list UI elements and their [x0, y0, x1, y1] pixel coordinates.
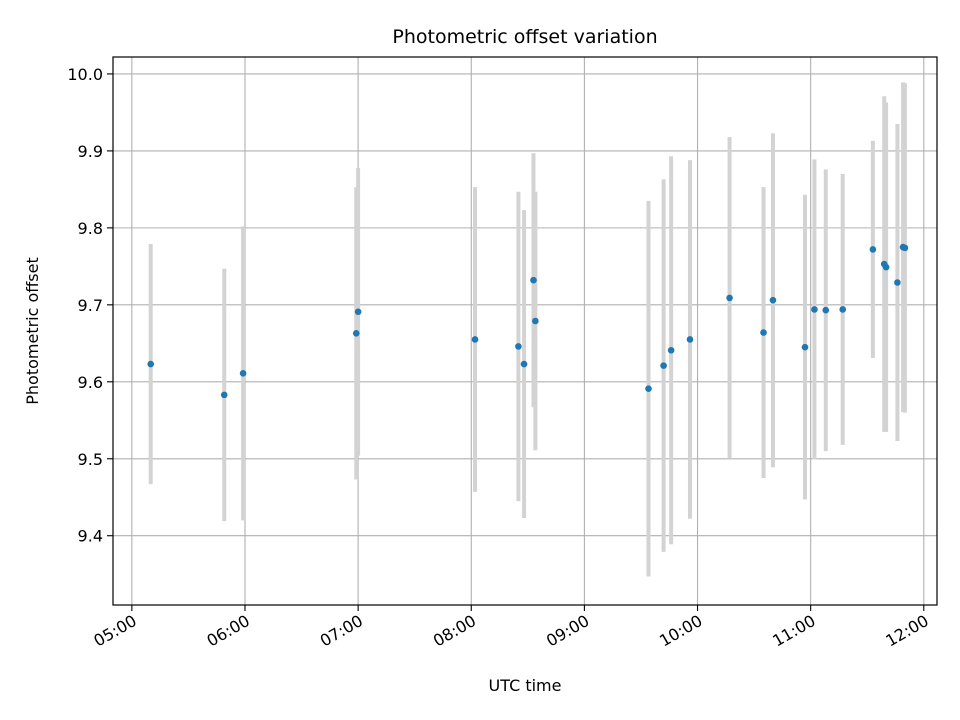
- data-point: [882, 263, 890, 271]
- chart-title: Photometric offset variation: [392, 26, 657, 48]
- y-axis-ticks: 9.4 9.5 9.6 9.7 9.8 9.9 10.0: [67, 65, 113, 546]
- data-point: [147, 360, 155, 368]
- data-point: [645, 385, 652, 393]
- data-point: [686, 336, 694, 343]
- y-tick-label: 9.9: [78, 142, 103, 161]
- y-tick-label: 10.0: [67, 65, 103, 84]
- data-point: [220, 391, 228, 399]
- data-point: [901, 244, 909, 252]
- data-point: [515, 343, 522, 350]
- y-tick-label: 9.8: [78, 219, 103, 238]
- data-point: [769, 296, 777, 304]
- data-point: [667, 346, 675, 354]
- data-point: [822, 306, 830, 314]
- data-point: [869, 246, 877, 253]
- data-point: [354, 308, 362, 316]
- data-point: [352, 330, 360, 337]
- plot-frame: [112, 56, 938, 606]
- data-point: [726, 294, 733, 302]
- data-point: [839, 306, 847, 313]
- data-point: [530, 276, 537, 284]
- y-tick-label: 9.6: [78, 373, 103, 392]
- data-points: [147, 243, 909, 399]
- x-axis-label: UTC time: [489, 676, 562, 695]
- data-point: [471, 336, 479, 343]
- data-point: [660, 362, 667, 369]
- data-point: [801, 343, 809, 351]
- y-axis-label: Photometric offset: [23, 257, 42, 405]
- data-point: [520, 360, 528, 368]
- data-point: [760, 329, 767, 336]
- y-tick-label: 9.7: [78, 296, 103, 315]
- data-point: [894, 279, 901, 286]
- y-tick-label: 9.4: [78, 527, 103, 546]
- data-point: [811, 306, 818, 313]
- data-point: [239, 370, 247, 377]
- data-point: [532, 317, 539, 325]
- y-tick-label: 9.5: [78, 450, 103, 469]
